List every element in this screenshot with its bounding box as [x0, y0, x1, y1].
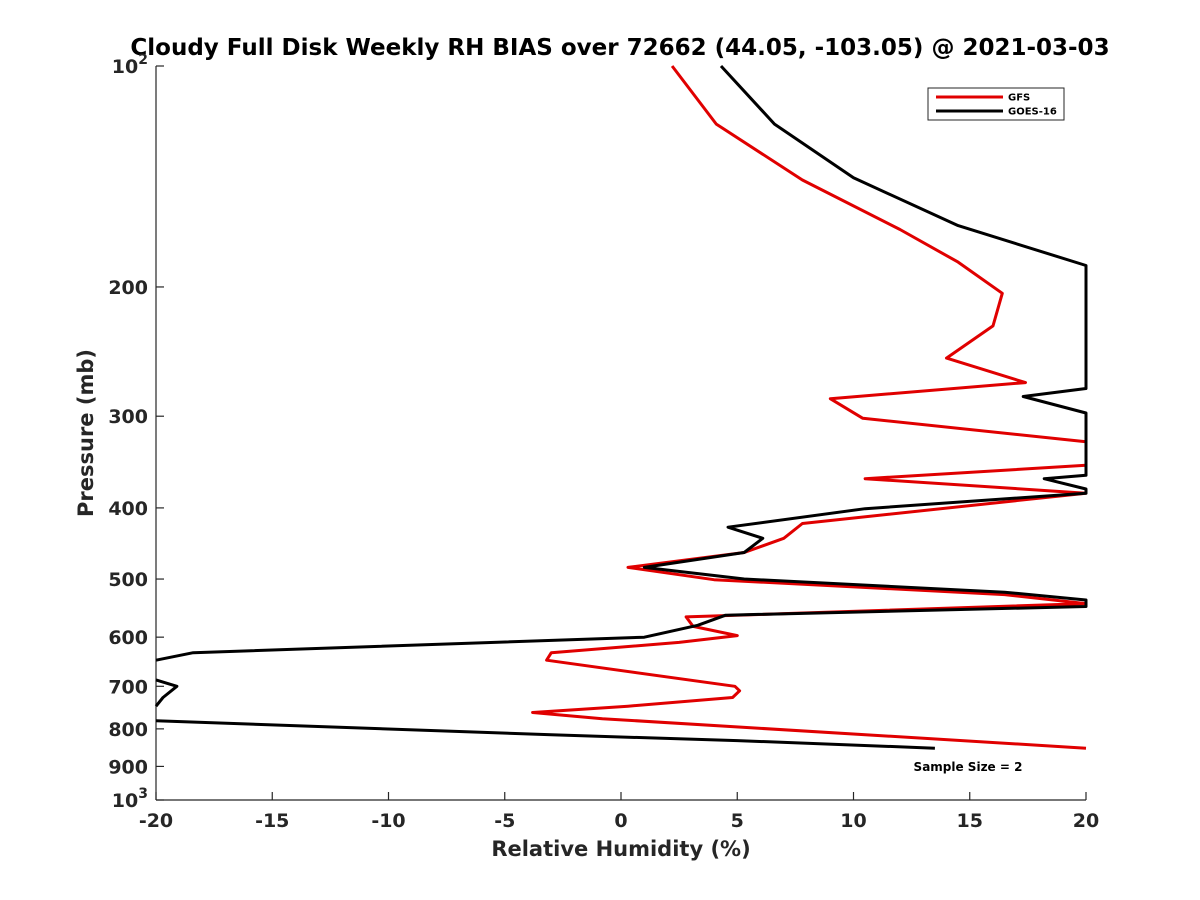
sample-size-annotation: Sample Size = 2: [914, 760, 1023, 774]
y-tick-label: 500: [108, 569, 148, 591]
y-axis-label: Pressure (mb): [74, 349, 98, 517]
chart-title: Cloudy Full Disk Weekly RH BIAS over 726…: [130, 35, 1109, 61]
x-tick-label: -5: [494, 810, 515, 832]
series-line-segment-3: [155, 719, 935, 750]
x-axis-label: Relative Humidity (%): [491, 837, 750, 861]
y-tick-label: 900: [108, 756, 148, 778]
series-line-goes-16-1: [155, 64, 1088, 662]
x-ticks: -20 -15 -10 -5 0 5 10 15 20: [139, 792, 1099, 832]
x-tick-label: 10: [840, 810, 866, 832]
y-tick-label: 400: [108, 498, 148, 520]
legend-label-gfs: GFS: [1008, 93, 1030, 104]
x-tick-label: -20: [139, 810, 173, 832]
series-layer: [154, 64, 1088, 750]
y-tick-label: 700: [108, 676, 148, 698]
legend-box: [927, 87, 1065, 121]
plot-area: -20 -15 -10 -5 0 5 10 15 20 102 200 300 400 500 600 70…: [108, 52, 1099, 832]
y-tick-label: 600: [108, 627, 148, 649]
x-tick-label: 20: [1073, 810, 1099, 832]
y-tick-label: 300: [108, 406, 148, 428]
x-tick-label: 15: [957, 810, 983, 832]
y-tick-label: 200: [108, 277, 148, 299]
y-tick-label: 800: [108, 719, 148, 741]
legend: GFS GOES-16: [927, 87, 1065, 121]
y-ticks: 102 200 300 400 500 600 700 800 900 103: [108, 52, 164, 812]
series-line-segment-2: [154, 678, 179, 708]
series-line-gfs-0: [531, 65, 1088, 750]
legend-label-goes-16: GOES-16: [1008, 107, 1057, 118]
y-tick-label: 102: [112, 52, 148, 78]
x-tick-label: -10: [371, 810, 405, 832]
legend-entries: GFS GOES-16: [936, 93, 1057, 118]
y-tick-label: 103: [112, 786, 148, 812]
x-tick-label: 5: [731, 810, 744, 832]
x-tick-label: 0: [614, 810, 627, 832]
x-tick-label: -15: [255, 810, 289, 832]
